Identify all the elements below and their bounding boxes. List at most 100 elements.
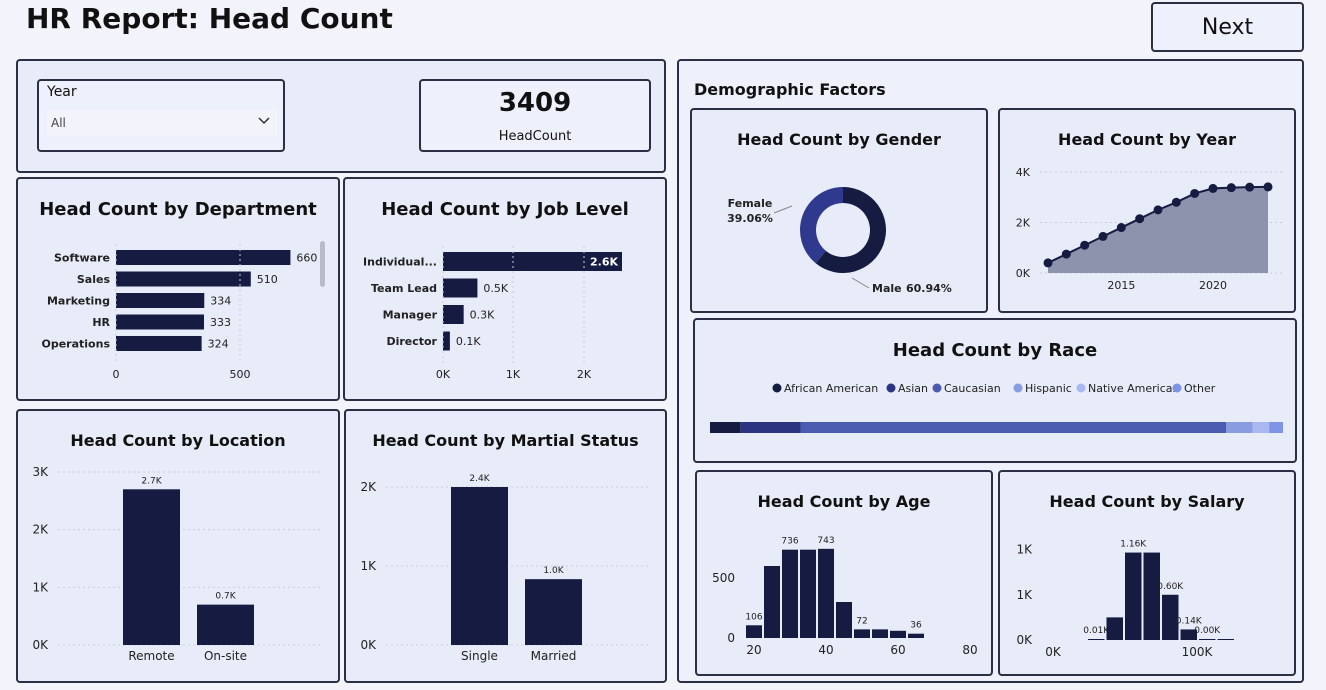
tick-label: 1K	[1016, 543, 1033, 557]
page-title: HR Report: Head Count	[26, 2, 393, 35]
bar	[908, 633, 924, 638]
bar	[1143, 552, 1160, 640]
category-label: Married	[531, 649, 577, 663]
tick-label: 0K	[360, 638, 377, 652]
data-label: 0.60K	[1157, 582, 1184, 592]
tick-label: 0K	[1016, 267, 1031, 280]
bar	[443, 305, 464, 324]
legend-marker	[1013, 383, 1023, 393]
tick-label: 500	[230, 368, 251, 381]
year-chart-title: Head Count by Year	[1058, 130, 1236, 149]
stacked-segment	[1269, 422, 1283, 433]
race-chart-card: Head Count by Race African American Asian…	[693, 318, 1297, 463]
pie-slice	[800, 187, 843, 264]
joblevel-chart-title: Head Count by Job Level	[381, 199, 629, 220]
tick-label: 4K	[1016, 166, 1031, 179]
year-chart-card: Head Count by Year 0K 2K 4K 2015 2020	[998, 108, 1296, 313]
next-button[interactable]: Next	[1151, 2, 1304, 52]
data-label: 0.01K	[1083, 626, 1110, 636]
next-button-label: Next	[1201, 14, 1254, 40]
data-label: 0.14K	[1176, 616, 1203, 626]
tick-label: 0	[113, 368, 120, 381]
tick-label: 3K	[32, 465, 49, 479]
gender-chart-card: Head Count by Gender Female 39.06% Male 60.…	[690, 108, 988, 313]
tick-label: 0	[727, 631, 735, 645]
data-label: 2.4K	[469, 474, 490, 484]
legend-label: Caucasian	[944, 382, 1001, 395]
marital-chart: 0K 1K 2K 2.4K Single 1.0K Married	[360, 474, 651, 663]
bar	[1217, 639, 1234, 640]
category-label: Sales	[77, 273, 111, 286]
year-slicer[interactable]: Year All	[37, 79, 285, 152]
tick-label: 0K	[32, 638, 49, 652]
headcount-kpi-value: 3409	[498, 88, 572, 118]
data-label: 333	[210, 316, 231, 329]
race-chart-title: Head Count by Race	[892, 340, 1098, 361]
gender-chart-title: Head Count by Gender	[737, 130, 941, 149]
age-chart-card: Head Count by Age 0 500 106 736 743 72 36 20 40 6…	[695, 470, 993, 676]
bar	[782, 549, 798, 638]
tick-label: 2015	[1107, 279, 1135, 292]
stacked-segment	[710, 422, 741, 433]
data-label: 2.7K	[141, 476, 162, 486]
department-chart-title: Head Count by Department	[39, 199, 317, 220]
data-label: 1.0K	[543, 566, 564, 576]
stacked-segment	[740, 422, 801, 433]
scrollbar[interactable]	[320, 241, 325, 287]
data-point	[1043, 258, 1053, 268]
year-dropdown[interactable]: All	[47, 110, 277, 136]
filter-panel: Year All 3409 HeadCount	[16, 59, 666, 173]
age-chart-title: Head Count by Age	[757, 492, 931, 511]
headcount-kpi-card: 3409 HeadCount	[419, 79, 651, 152]
tick-label: 2020	[1199, 279, 1227, 292]
tick-label: 40	[818, 643, 833, 657]
data-label: 0.3K	[470, 309, 495, 322]
slice-label: Male	[872, 282, 902, 295]
marital-chart-title: Head Count by Martial Status	[372, 431, 639, 450]
legend-label: Native American	[1088, 382, 1179, 395]
tick-label: 2K	[577, 368, 592, 381]
data-label: 2.6K	[590, 256, 618, 269]
data-point	[1135, 214, 1145, 224]
salary-chart-card: Head Count by Salary 0K 1K 1K 0.01K 1.16K 0.6…	[998, 470, 1296, 676]
data-label: 36	[910, 621, 922, 631]
bar	[116, 271, 251, 287]
data-point	[1098, 231, 1108, 241]
year-chart: 0K 2K 4K 2015 2020	[1016, 166, 1285, 292]
data-point	[1171, 197, 1181, 207]
slice-value: 39.06%	[727, 212, 773, 225]
demographic-panel-title: Demographic Factors	[694, 80, 886, 99]
bar	[116, 336, 202, 351]
tick-label: 2K	[32, 523, 49, 537]
marital-chart-card: Head Count by Martial Status 0K 1K 2K 2.4K S…	[344, 409, 667, 683]
location-chart-card: Head Count by Location 0K 1K 2K 3K 2.7K Remot…	[16, 409, 340, 683]
joblevel-chart: Individual... 2.6K Team Lead 0.5K Manager 0.3…	[363, 246, 622, 381]
data-point	[1061, 249, 1071, 259]
tick-label: 1K	[506, 368, 521, 381]
data-label: 510	[257, 273, 278, 286]
data-point	[1245, 182, 1255, 192]
leader-line	[851, 277, 870, 289]
year-dropdown-value: All	[51, 116, 66, 130]
legend-marker	[1172, 383, 1182, 393]
data-label: 1.16K	[1120, 540, 1147, 550]
bar	[451, 487, 508, 645]
leader-line	[773, 205, 793, 214]
bar	[1125, 552, 1142, 640]
race-chart: African American Asian Caucasian Hispanic Na…	[710, 382, 1283, 433]
category-label: On-site	[204, 649, 247, 663]
data-label: 660	[296, 252, 317, 265]
tick-label: 1K	[32, 580, 49, 594]
age-chart: 0 500 106 736 743 72 36 20 40 60 80	[712, 536, 978, 657]
stacked-segment	[1252, 422, 1270, 433]
tick-label: 2K	[1016, 217, 1031, 230]
category-label: Remote	[128, 649, 174, 663]
slice-value: 60.94%	[906, 282, 952, 295]
bar	[443, 252, 622, 271]
category-label: Operations	[42, 338, 111, 351]
data-label: 324	[208, 338, 229, 351]
bar	[1180, 629, 1197, 640]
bar	[116, 250, 291, 265]
legend-marker	[932, 383, 942, 393]
data-point	[1153, 205, 1163, 215]
